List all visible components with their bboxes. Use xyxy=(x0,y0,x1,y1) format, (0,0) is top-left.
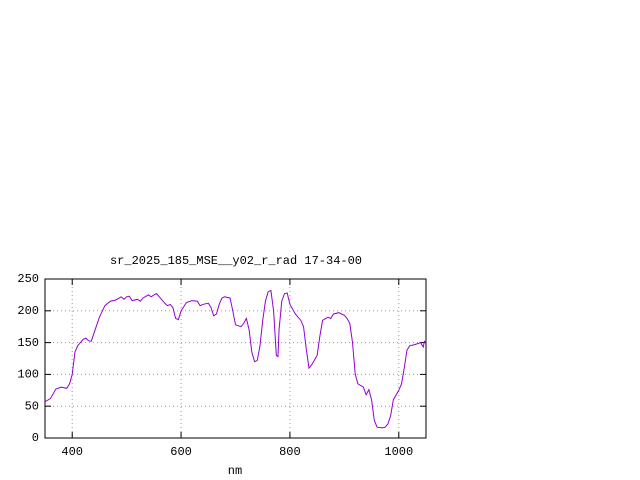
y-tick-label: 0 xyxy=(32,431,39,445)
x-tick-label: 800 xyxy=(279,445,301,459)
y-tick-label: 200 xyxy=(17,304,39,318)
y-tick-label: 100 xyxy=(17,368,39,382)
plot-border xyxy=(44,278,427,439)
x-tick-label: 600 xyxy=(170,445,192,459)
chart-title: sr_2025_185_MSE__y02_r_rad 17-34-00 xyxy=(110,254,362,268)
data-line xyxy=(44,289,427,429)
x-tick-label: 400 xyxy=(61,445,83,459)
y-tick-label: 250 xyxy=(17,272,39,286)
x-axis-label: nm xyxy=(228,464,242,478)
y-tick-label: 50 xyxy=(25,399,39,413)
y-tick-label: 150 xyxy=(17,336,39,350)
x-tick-label: 1000 xyxy=(384,445,413,459)
